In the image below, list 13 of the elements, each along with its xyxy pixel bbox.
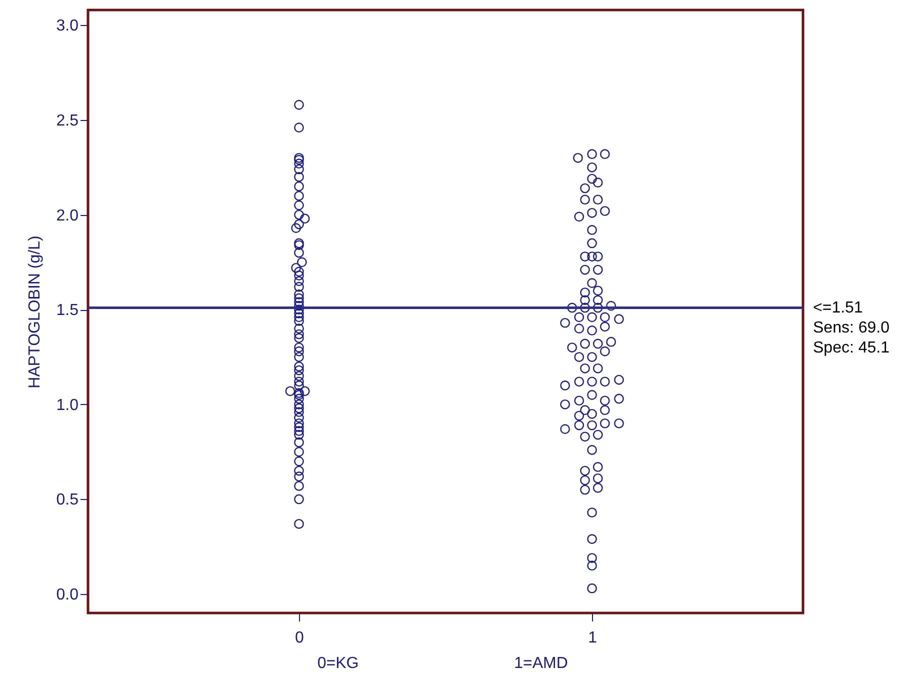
y-axis-title: HAPTOGLOBIN (g/L) bbox=[26, 236, 44, 388]
x-tick-label: 0 bbox=[295, 630, 304, 646]
y-tick-label: 0.0 bbox=[56, 586, 79, 604]
y-tick-label: 2.5 bbox=[56, 112, 79, 130]
y-tick-label: 1.0 bbox=[56, 396, 79, 414]
text: 1=AMD bbox=[514, 655, 568, 672]
y-tick-label: 1.5 bbox=[56, 302, 79, 320]
y-tick-label: 3.0 bbox=[56, 18, 79, 35]
x-tick-label: 1 bbox=[588, 630, 598, 646]
text: 0=KG bbox=[317, 655, 359, 672]
y-tick-label: 0.5 bbox=[56, 492, 79, 509]
ref-line-label: <=1.51 Sens: 69.0 Spec: 45.1 bbox=[813, 300, 890, 357]
y-tick-label: 2.0 bbox=[56, 207, 79, 224]
